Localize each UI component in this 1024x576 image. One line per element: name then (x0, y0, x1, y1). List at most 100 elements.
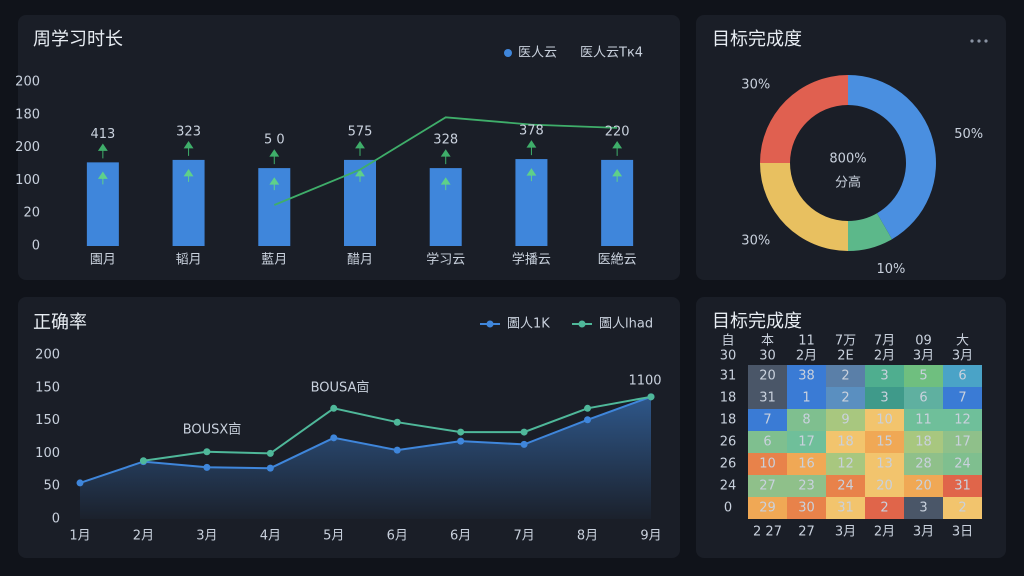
cell-label: 27 (759, 479, 776, 494)
point (520, 440, 528, 448)
row-label: 18 (720, 391, 737, 406)
cell-label: 10 (876, 413, 893, 428)
x-tick-label: 韬月 (176, 253, 202, 268)
point (457, 437, 465, 445)
bottom-label: 3日 (952, 525, 973, 540)
cell-label: 23 (798, 479, 815, 494)
annotation: 328 (433, 133, 458, 148)
column-header: 2E (837, 349, 854, 364)
heat-cell (748, 409, 787, 431)
heat-cell (787, 453, 826, 475)
heat-cell (826, 365, 865, 387)
heat-cell (865, 497, 904, 519)
cell-label: 17 (954, 435, 971, 450)
y-tick-label: 150 (35, 380, 60, 395)
x-tick-label: 1月 (69, 529, 90, 544)
x-tick-label: 2月 (133, 529, 154, 544)
x-tick-label: 医絶云 (598, 252, 637, 268)
heat-cell (904, 475, 943, 497)
bottom-label: 3月 (835, 525, 856, 540)
point (266, 464, 274, 472)
heat-cell (748, 387, 787, 409)
cell-label: 1 (802, 391, 810, 406)
x-tick-label: 6月 (450, 529, 471, 544)
corner-label: 30 (720, 349, 737, 364)
cell-label: 20 (915, 479, 932, 494)
panel (696, 15, 1006, 280)
value-label: 50% (954, 127, 983, 142)
y-tick-label: 200 (35, 348, 60, 363)
x-tick-label: 醋月 (347, 252, 373, 268)
point (457, 428, 465, 436)
point (330, 404, 338, 412)
arrow-icon (183, 140, 194, 156)
panel-title: 周学习时长 (33, 29, 123, 50)
row-label: 24 (720, 479, 737, 494)
cell-label: 31 (837, 501, 854, 516)
y-tick-label: 0 (52, 512, 60, 527)
legend-marker (486, 320, 494, 328)
heat-cell (865, 409, 904, 431)
panel-title: 目标完成度 (712, 311, 802, 332)
column-header: 本 (761, 334, 774, 349)
heat-cell (748, 453, 787, 475)
column-header: 2月 (796, 349, 817, 364)
point (520, 428, 528, 436)
column-header: 7万 (835, 334, 856, 349)
cell-label: 3 (919, 501, 927, 516)
cell-label: 3 (880, 391, 888, 406)
y-tick-label: 180 (15, 107, 40, 122)
point (139, 457, 147, 465)
cell-label: 12 (954, 413, 971, 428)
cell-label: 13 (876, 457, 893, 472)
heat-cell (865, 475, 904, 497)
heat-cell (904, 453, 943, 475)
column-header: 30 (759, 349, 776, 364)
column-header: 大 (956, 334, 969, 349)
cell-label: 20 (876, 479, 893, 494)
row-label: 26 (720, 457, 737, 472)
y-tick-label: 100 (15, 173, 40, 188)
heat-cell (826, 497, 865, 519)
x-tick-label: 学播云 (512, 252, 551, 268)
cell-label: 38 (798, 369, 815, 384)
heat-cell (904, 365, 943, 387)
cell-label: 2 (841, 391, 849, 406)
column-header: 3月 (913, 349, 934, 364)
heat-cell (748, 497, 787, 519)
arrow-icon (612, 168, 623, 182)
area (80, 396, 651, 519)
y-tick-label: 200 (15, 140, 40, 155)
cell-label: 6 (958, 369, 966, 384)
annotation: 1100 (628, 374, 661, 389)
y-tick-label: 100 (35, 446, 60, 461)
heat-cell (748, 475, 787, 497)
annotation: 575 (348, 124, 373, 139)
x-tick-label: 6月 (387, 529, 408, 544)
menu-icon[interactable] (970, 39, 988, 43)
point (393, 418, 401, 426)
cell-label: 15 (876, 435, 893, 450)
heat-cell (865, 453, 904, 475)
heat-cell (826, 387, 865, 409)
cell-label: 2 (958, 501, 966, 516)
heat-cell (943, 475, 982, 497)
heat-cell (787, 387, 826, 409)
cell-label: 30 (798, 501, 815, 516)
heat-cell (865, 431, 904, 453)
row-label: 31 (720, 369, 737, 384)
center-sublabel: 分高 (835, 175, 861, 191)
row-label: 18 (720, 413, 737, 428)
y-tick-label: 20 (23, 206, 40, 221)
heat-cell (904, 497, 943, 519)
row-label: 0 (724, 501, 732, 516)
x-tick-label: 園月 (90, 253, 116, 268)
row-label: 26 (720, 435, 737, 450)
cell-label: 29 (759, 501, 776, 516)
arrow-icon (269, 149, 280, 165)
annotation: BOUSA㐭 (311, 380, 370, 396)
x-tick-label: 学习云 (426, 252, 465, 268)
x-tick-label: 8月 (577, 529, 598, 544)
cell-label: 6 (763, 435, 771, 450)
